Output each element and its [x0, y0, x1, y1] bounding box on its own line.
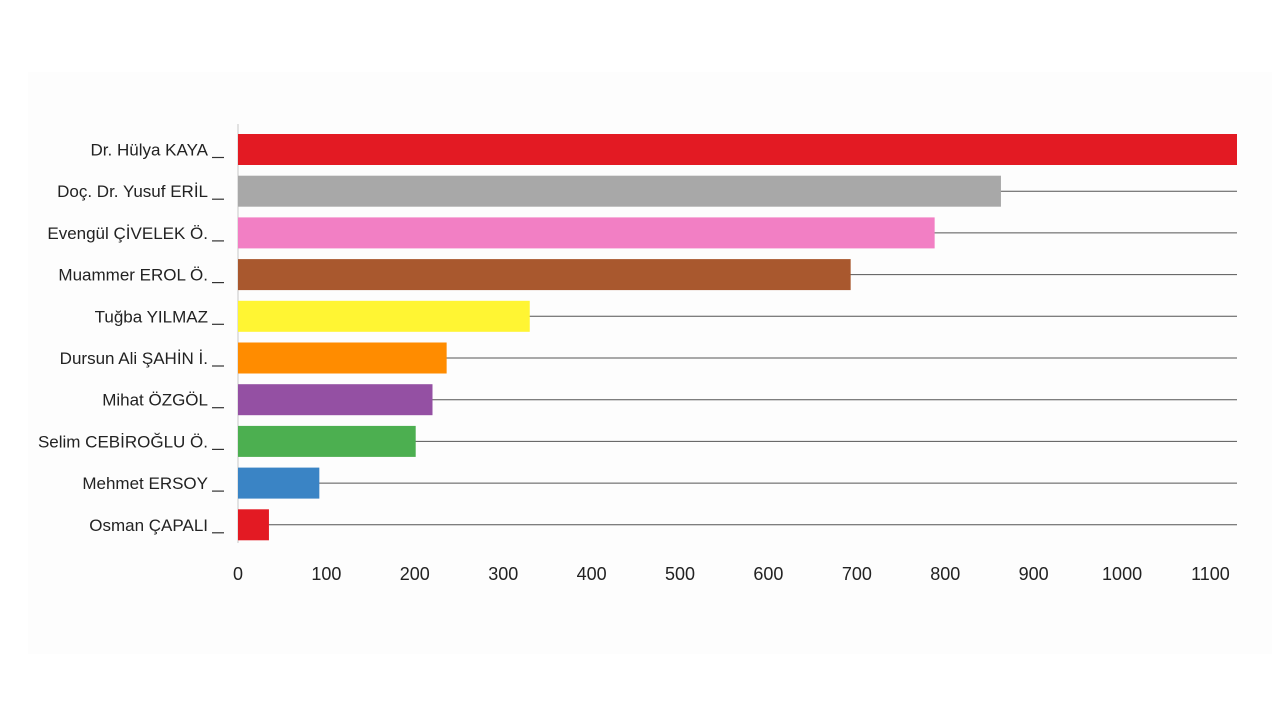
x-tick-label: 700 [842, 564, 872, 584]
category-label: Selim CEBİROĞLU Ö. [38, 432, 208, 451]
x-tick-label: 600 [753, 564, 783, 584]
x-tick-label: 1000 [1102, 564, 1142, 584]
bar [238, 259, 851, 291]
category-label: Mehmet ERSOY [82, 474, 208, 493]
chart-panel: Dr. Hülya KAYA Doç. Dr. Yusuf ERİL Evengül… [28, 72, 1272, 654]
bar [238, 425, 416, 457]
bar [238, 384, 433, 416]
category-label: Mihat ÖZGÖL [102, 391, 208, 410]
bar [238, 300, 530, 332]
x-tick-label: 0 [233, 564, 243, 584]
x-tick-label: 400 [577, 564, 607, 584]
category-label: Tuğba YILMAZ [95, 307, 208, 326]
bar-chart: Dr. Hülya KAYA Doç. Dr. Yusuf ERİL Evengül… [38, 124, 1237, 584]
category-label: Evengül ÇİVELEK Ö. [47, 224, 208, 243]
category-label: Dr. Hülya KAYA [91, 141, 209, 160]
x-tick-label: 300 [488, 564, 518, 584]
x-tick-label: 500 [665, 564, 695, 584]
category-label: Muammer EROL Ö. [58, 266, 208, 285]
x-tick-label: 100 [311, 564, 341, 584]
bar [238, 175, 1001, 207]
bar [238, 509, 269, 541]
x-tick-label: 1100 [1191, 564, 1230, 584]
bar [238, 342, 447, 374]
bar [238, 217, 935, 249]
category-label: Dursun Ali ŞAHİN İ. [60, 349, 208, 368]
x-tick-label: 800 [930, 564, 960, 584]
bar [238, 134, 1237, 165]
category-label: Osman ÇAPALI [89, 516, 208, 535]
x-tick-label: 200 [400, 564, 430, 584]
x-tick-label: 900 [1019, 564, 1049, 584]
bar [238, 467, 320, 499]
category-label: Doç. Dr. Yusuf ERİL [57, 182, 208, 201]
